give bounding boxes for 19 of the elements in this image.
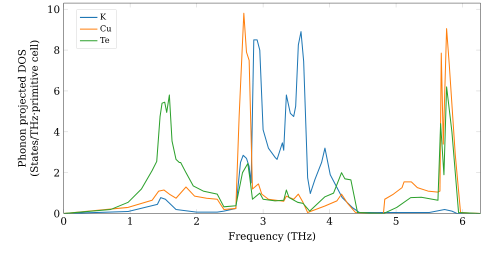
legend-label: K (100, 14, 106, 20)
x-axis-title: Frequency (THz) (228, 232, 316, 242)
x-tick-label: 4 (326, 217, 332, 225)
legend-label: Cu (100, 25, 112, 32)
y-tick-label: 8 (54, 46, 60, 54)
y-tick-label: 2 (54, 169, 60, 177)
line-series (64, 86, 480, 214)
x-tick-label: 5 (394, 217, 399, 225)
y-tick-label: 10 (48, 6, 60, 14)
x-tick-label: 6 (460, 217, 466, 226)
x-tick-label: 1 (128, 217, 132, 225)
legend-label: Te (100, 37, 110, 44)
x-tick-label: 2 (194, 217, 199, 225)
y-tick-label: 4 (54, 128, 60, 136)
y-axis-title: Phonon projected DOS (States/THz·primitive cell) (18, 40, 40, 176)
x-tick-label: 3 (260, 217, 266, 226)
y-tick-label: 0 (54, 210, 60, 218)
y-tick-label: 6 (54, 87, 60, 96)
x-tick-label: 0 (61, 217, 66, 226)
